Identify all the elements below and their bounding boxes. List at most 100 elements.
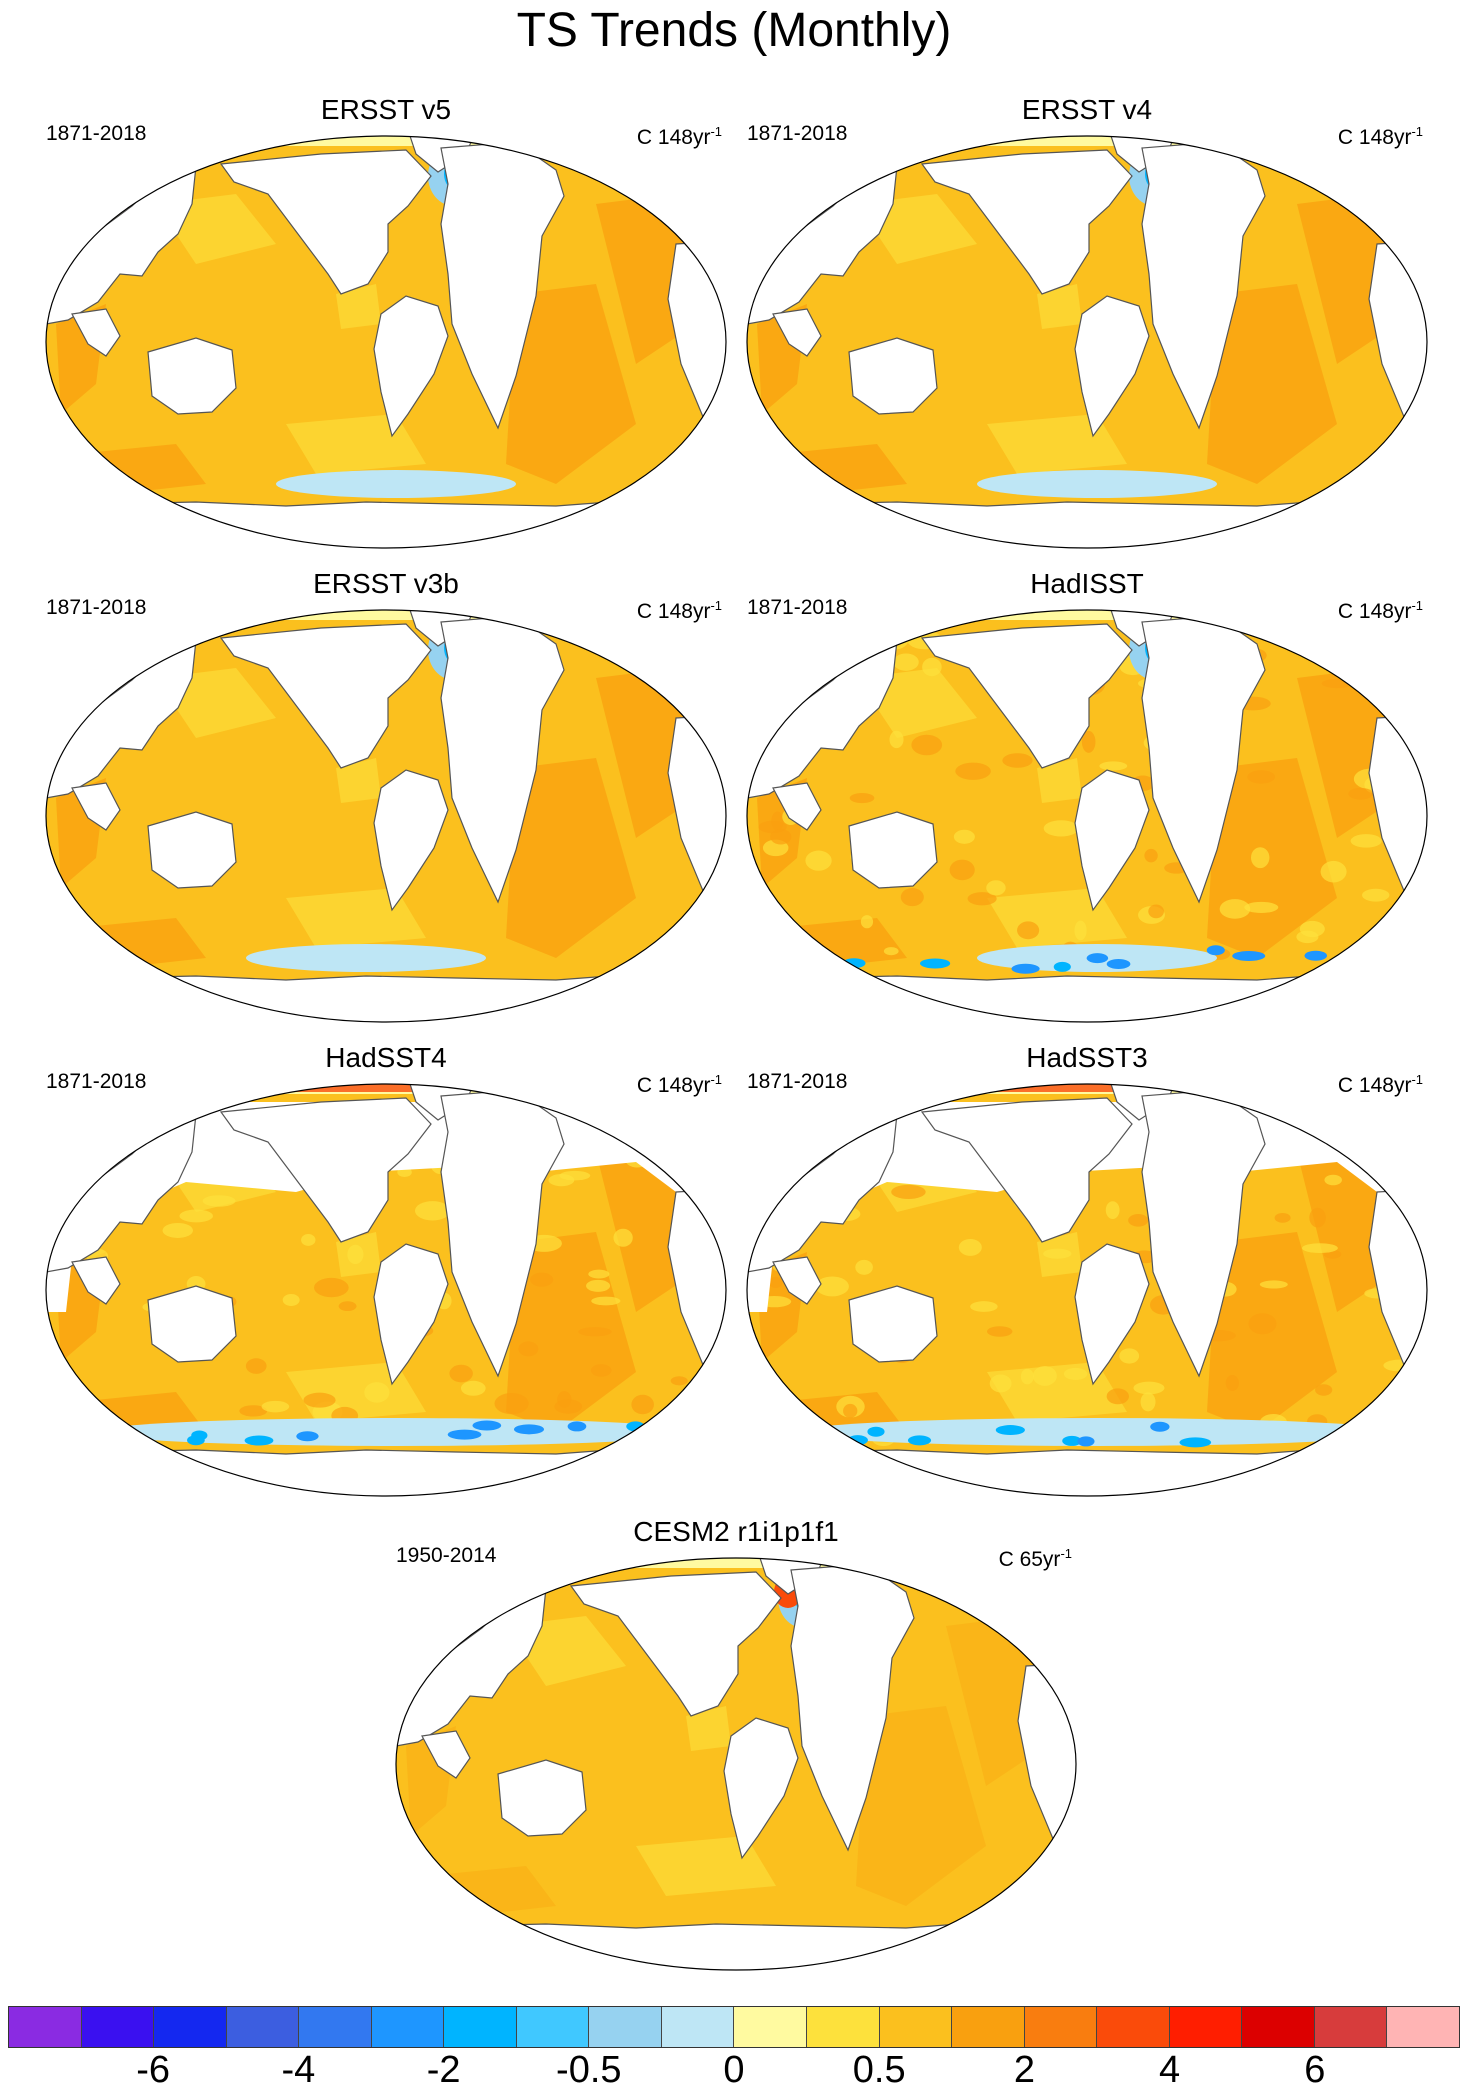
- trend-noise-patch: [1106, 1388, 1129, 1405]
- panel-hadsst4: HadSST4 1871-2018 C 148yr-1: [36, 1042, 736, 1512]
- arctic-noise-strip: [216, 1084, 416, 1092]
- cold-anomaly-patch: [1053, 961, 1071, 972]
- land-northAmerica: [219, 1097, 432, 1243]
- trend-noise-patch: [986, 1326, 1013, 1337]
- colorbar-box: [1314, 2007, 1388, 2047]
- warm-trend-region: [596, 668, 696, 838]
- cold-anomaly-patch: [1106, 958, 1131, 969]
- colorbar-box: [226, 2007, 300, 2047]
- panel-units: C 65yr-1: [998, 1546, 1072, 1571]
- arctic-band: [747, 136, 1427, 146]
- warm-trend-region: [1297, 194, 1397, 364]
- cold-anomaly-patch: [191, 1430, 208, 1441]
- cold-anomaly-southern-ocean: [797, 1418, 1397, 1446]
- trend-noise-patch: [347, 1244, 364, 1265]
- trend-noise-patch: [922, 657, 942, 677]
- arctic-band: [46, 136, 726, 146]
- trend-noise-patch: [414, 1201, 451, 1221]
- trend-noise-patch: [494, 1393, 529, 1415]
- panel-title: ERSST v4: [1021, 94, 1153, 125]
- trend-map: [395, 1557, 1077, 1971]
- panel-title: HadSST3: [1026, 1042, 1148, 1073]
- weak-trend-region: [336, 758, 381, 803]
- cold-anomaly-patch: [820, 1438, 855, 1449]
- trend-noise-patch: [1225, 1374, 1239, 1392]
- trend-noise-patch: [690, 1428, 714, 1438]
- trend-noise-patch: [1364, 1411, 1385, 1423]
- cold-anomaly-patch: [447, 1429, 482, 1440]
- colorbar-box: [371, 2007, 445, 2047]
- trend-noise-patch: [670, 1376, 688, 1386]
- trend-noise-patch: [1302, 1243, 1338, 1254]
- warm-trend-region: [946, 1616, 1046, 1786]
- trend-noise-patch: [586, 1279, 611, 1292]
- trend-noise-patch: [239, 1405, 268, 1417]
- cold-anomaly-patch: [1304, 950, 1328, 961]
- trend-noise-patch: [701, 1407, 723, 1420]
- land-northAmerica: [219, 623, 432, 769]
- land-northAmerica: [920, 1097, 1133, 1243]
- cold-anomaly-southern-ocean: [276, 470, 516, 498]
- colorbar-box: [154, 2007, 227, 2047]
- trend-noise-patch: [883, 947, 899, 956]
- cold-anomaly-patch: [567, 1421, 587, 1432]
- colorbar-box: [1024, 2007, 1098, 2047]
- trend-noise-patch: [1020, 1368, 1034, 1385]
- trend-noise-patch: [1362, 888, 1390, 902]
- trend-noise-patch: [1074, 920, 1087, 941]
- arctic-band: [747, 610, 1427, 620]
- trend-noise-patch: [631, 1394, 654, 1415]
- trend-noise-patch: [1393, 1105, 1413, 1126]
- warm-trend-region: [1207, 284, 1337, 484]
- land-southAmerica: [1074, 769, 1150, 912]
- land-indiaSEA: [71, 308, 121, 357]
- colorbar-tick-label: -0.5: [556, 2049, 622, 2091]
- warm-trend-region: [506, 284, 636, 484]
- trend-noise-patch: [588, 1269, 610, 1279]
- land-southAmerica: [373, 295, 449, 438]
- colorbar-tick-label: -4: [281, 2049, 316, 2091]
- trend-noise-patch: [773, 959, 798, 974]
- weak-trend-region: [336, 284, 381, 329]
- trend-noise-patch: [769, 1276, 783, 1288]
- cold-anomaly-patch: [1062, 1435, 1082, 1446]
- trend-noise-patch: [301, 1234, 316, 1246]
- cold-anomaly-patch: [847, 1435, 868, 1446]
- trend-noise-patch: [1081, 730, 1096, 753]
- trend-noise-patch: [1324, 1174, 1342, 1186]
- land-antarctica: [805, 973, 1390, 1022]
- trend-noise-patch: [1002, 753, 1033, 768]
- panel-units: C 148yr-1: [636, 124, 722, 149]
- cold-anomaly-patch: [1011, 963, 1040, 974]
- map-border: [45, 1083, 727, 1497]
- trend-noise-patch: [1144, 848, 1158, 863]
- trend-noise-patch: [1248, 1313, 1277, 1335]
- trend-noise-patch: [1099, 761, 1128, 771]
- land-australia: [848, 811, 938, 889]
- land-northAmerica: [219, 149, 432, 295]
- colorbar-box: [81, 2007, 155, 2047]
- cold-anomaly-patch: [920, 958, 951, 969]
- land-indiaSEA: [421, 1730, 471, 1779]
- colorbar-box: [734, 2007, 808, 2047]
- cold-anomaly-patch: [907, 1435, 932, 1446]
- land-antarctica: [805, 1447, 1390, 1496]
- trend-noise-patch: [860, 915, 874, 929]
- trend-noise-patch: [953, 829, 975, 844]
- trend-noise-patch: [849, 792, 875, 804]
- land-antarctica: [104, 973, 689, 1022]
- trend-noise-patch: [1119, 1348, 1140, 1364]
- panel-period: 1871-2018: [747, 596, 848, 619]
- colorbar-tick-label: 0.5: [852, 2049, 906, 2091]
- trend-noise-patch: [613, 1228, 633, 1247]
- trend-noise-patch: [314, 1277, 349, 1298]
- trend-noise-patch: [695, 1427, 718, 1439]
- cold-anomaly-patch: [995, 1425, 1025, 1436]
- trend-noise-patch: [303, 1392, 336, 1408]
- trend-noise-patch: [51, 1360, 68, 1381]
- trend-noise-patch: [989, 1374, 1012, 1393]
- map-border: [746, 609, 1428, 1023]
- trend-noise-patch: [855, 1259, 873, 1275]
- figure-title: TS Trends (Monthly): [516, 4, 952, 57]
- arctic-band: [396, 1558, 1076, 1568]
